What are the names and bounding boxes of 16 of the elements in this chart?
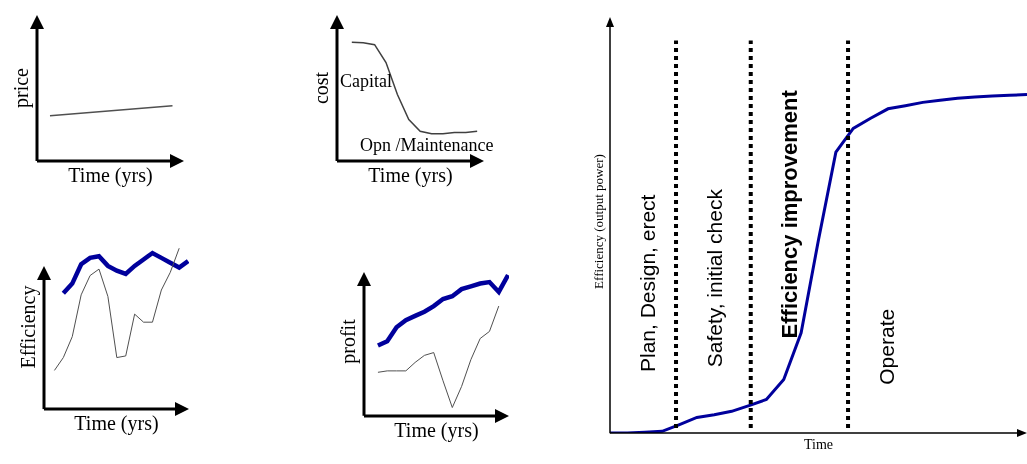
x-axis-title: Time (yrs): [74, 411, 159, 435]
annotation: Plan, Design, erect: [636, 194, 660, 373]
x-axis-title: Time: [803, 437, 834, 453]
y-axis-title: profit: [336, 318, 360, 364]
annotation: Safety, initial check: [703, 188, 727, 368]
x-axis-title: Time (yrs): [368, 163, 453, 187]
annotation: Capital: [340, 71, 392, 91]
y-axis-title: cost: [309, 71, 332, 105]
x-axis-title: Time (yrs): [394, 418, 479, 442]
y-axis-title: Efficiency: [16, 285, 40, 369]
x-axis-title: Time (yrs): [68, 163, 153, 187]
y-axis-title: Efficiency (output power): [590, 154, 606, 289]
y-axis-title: price: [9, 67, 33, 108]
annotation: Efficiency improvement: [776, 89, 802, 339]
annotation: Opn /Maintenance: [360, 135, 494, 155]
annotation: Operate: [874, 308, 898, 385]
